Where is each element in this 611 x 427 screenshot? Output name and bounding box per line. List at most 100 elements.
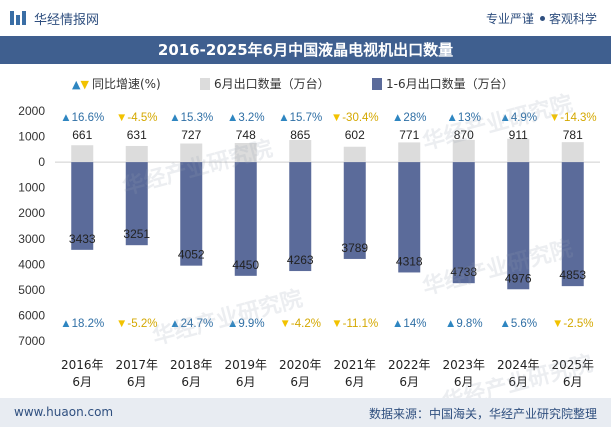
- cumulative-bar: [289, 162, 312, 272]
- monthly-bar: [180, 143, 203, 163]
- up-triangle-icon: ▲: [72, 78, 81, 91]
- cumulative-bar: [343, 162, 366, 259]
- x-tick-label: 6月: [563, 375, 583, 389]
- monthly-bar: [125, 145, 148, 163]
- x-tick-label: 6月: [127, 375, 147, 389]
- monthly-value-label: 727: [181, 128, 201, 142]
- x-tick-label: 2016年: [61, 358, 104, 372]
- legend: ▲▼ 同比增速(%) 6月出口数量（万台） 1-6月出口数量（万台）: [0, 73, 611, 93]
- y-tick-label: 7000: [18, 334, 45, 348]
- monthly-growth-label: ▲28%: [392, 112, 426, 124]
- cumulative-growth-label: ▼-2.5%: [552, 318, 593, 330]
- legend-monthly-swatch: [200, 78, 210, 90]
- monthly-value-label: 771: [399, 128, 419, 142]
- monthly-value-label: 865: [290, 128, 310, 142]
- cumulative-value-label: 4318: [396, 254, 423, 268]
- x-tick-label: 2024年: [497, 358, 540, 372]
- x-tick-label: 2019年: [224, 358, 267, 372]
- legend-growth-label: 同比增速(%): [91, 77, 161, 91]
- legend-monthly-label: 6月出口数量（万台）: [214, 77, 330, 91]
- x-tick-label: 6月: [508, 375, 528, 389]
- y-tick-label: 3000: [18, 232, 45, 246]
- cumulative-growth-label: ▲14%: [392, 318, 426, 330]
- monthly-growth-label: ▲16.6%: [60, 112, 104, 124]
- legend-growth: ▲▼ 同比增速(%): [72, 75, 161, 92]
- monthly-growth-label: ▲3.2%: [227, 112, 265, 124]
- data-source: 数据来源：中国海关，华经产业研究院整理: [368, 407, 597, 421]
- cumulative-value-label: 3433: [69, 232, 96, 246]
- monthly-bar: [398, 142, 421, 163]
- monthly-growth-label: ▲13%: [447, 112, 481, 124]
- monthly-growth-label: ▼-4.5%: [116, 112, 157, 124]
- cumulative-value-label: 4450: [232, 258, 259, 272]
- y-tick-label: 6000: [18, 308, 45, 322]
- monthly-value-label: 631: [127, 128, 147, 142]
- x-tick-label: 6月: [454, 375, 474, 389]
- y-tick-label: 1000: [18, 181, 45, 195]
- website-link[interactable]: www.huaon.com: [14, 405, 114, 419]
- monthly-value-label: 911: [509, 128, 528, 142]
- monthly-value-label: 748: [236, 128, 256, 142]
- x-tick-label: 2017年: [115, 358, 158, 372]
- cumulative-value-label: 4976: [505, 271, 532, 285]
- legend-monthly: 6月出口数量（万台）: [200, 75, 330, 92]
- cumulative-value-label: 4263: [287, 253, 314, 267]
- x-tick-label: 6月: [236, 375, 256, 389]
- cumulative-bar: [507, 162, 530, 290]
- cumulative-bar: [180, 162, 203, 266]
- tagline-right: 客观科学: [548, 12, 597, 26]
- cumulative-bar: [71, 162, 94, 250]
- cumulative-value-label: 3789: [341, 241, 368, 255]
- y-tick-label: 2000: [18, 104, 45, 118]
- monthly-bar: [234, 142, 257, 163]
- cumulative-value-label: 4853: [559, 268, 586, 282]
- monthly-bar: [452, 139, 475, 163]
- cumulative-bar: [234, 162, 257, 276]
- monthly-value-label: 661: [72, 128, 92, 142]
- x-tick-label: 6月: [399, 375, 419, 389]
- logo-icon: [10, 11, 26, 25]
- cumulative-growth-label: ▲24.7%: [169, 318, 213, 330]
- cumulative-value-label: 4052: [178, 248, 205, 262]
- chart-title: 2016-2025年6月中国液晶电视机出口数量: [0, 36, 611, 64]
- monthly-value-label: 602: [345, 128, 365, 142]
- monthly-bar: [561, 142, 584, 163]
- cumulative-bar: [125, 162, 148, 246]
- monthly-growth-label: ▲15.3%: [169, 112, 213, 124]
- cumulative-growth-label: ▲9.9%: [227, 318, 265, 330]
- x-tick-label: 2025年: [551, 358, 594, 372]
- cumulative-growth-label: ▼-11.1%: [331, 318, 378, 330]
- cumulative-growth-label: ▲18.2%: [60, 318, 104, 330]
- x-tick-label: 2018年: [170, 358, 213, 372]
- cumulative-growth-label: ▲5.6%: [499, 318, 537, 330]
- x-tick-label: 2020年: [279, 358, 322, 372]
- cumulative-value-label: 4738: [450, 265, 477, 279]
- x-tick-label: 6月: [345, 375, 365, 389]
- legend-cumulative: 1-6月出口数量（万台）: [372, 75, 514, 92]
- y-tick-label: 1000: [18, 130, 45, 144]
- brand-name: 华经情报网: [34, 13, 100, 28]
- monthly-growth-label: ▲15.7%: [278, 112, 322, 124]
- x-tick-label: 6月: [181, 375, 201, 389]
- monthly-bar: [71, 145, 94, 163]
- cumulative-bar: [398, 162, 421, 273]
- x-tick-label: 2022年: [388, 358, 431, 372]
- footer: www.huaon.com 数据来源：中国海关，华经产业研究院整理: [0, 398, 611, 427]
- cumulative-growth-label: ▲9.8%: [445, 318, 483, 330]
- x-tick-label: 2021年: [333, 358, 376, 372]
- monthly-growth-label: ▼-30.4%: [331, 112, 379, 124]
- monthly-growth-label: ▲4.9%: [499, 112, 537, 124]
- x-tick-label: 6月: [290, 375, 310, 389]
- y-tick-label: 4000: [18, 257, 45, 271]
- monthly-value-label: 781: [563, 128, 583, 142]
- cumulative-bar: [561, 162, 584, 287]
- monthly-value-label: 870: [454, 128, 474, 142]
- monthly-bar: [343, 146, 366, 163]
- legend-cumulative-swatch: [372, 78, 382, 90]
- monthly-bar: [289, 140, 312, 163]
- cumulative-bar: [452, 162, 475, 284]
- cumulative-growth-label: ▼-5.2%: [116, 318, 157, 330]
- down-triangle-icon: ▼: [80, 78, 89, 91]
- x-tick-label: 6月: [72, 375, 92, 389]
- monthly-growth-label: ▼-14.3%: [549, 112, 597, 124]
